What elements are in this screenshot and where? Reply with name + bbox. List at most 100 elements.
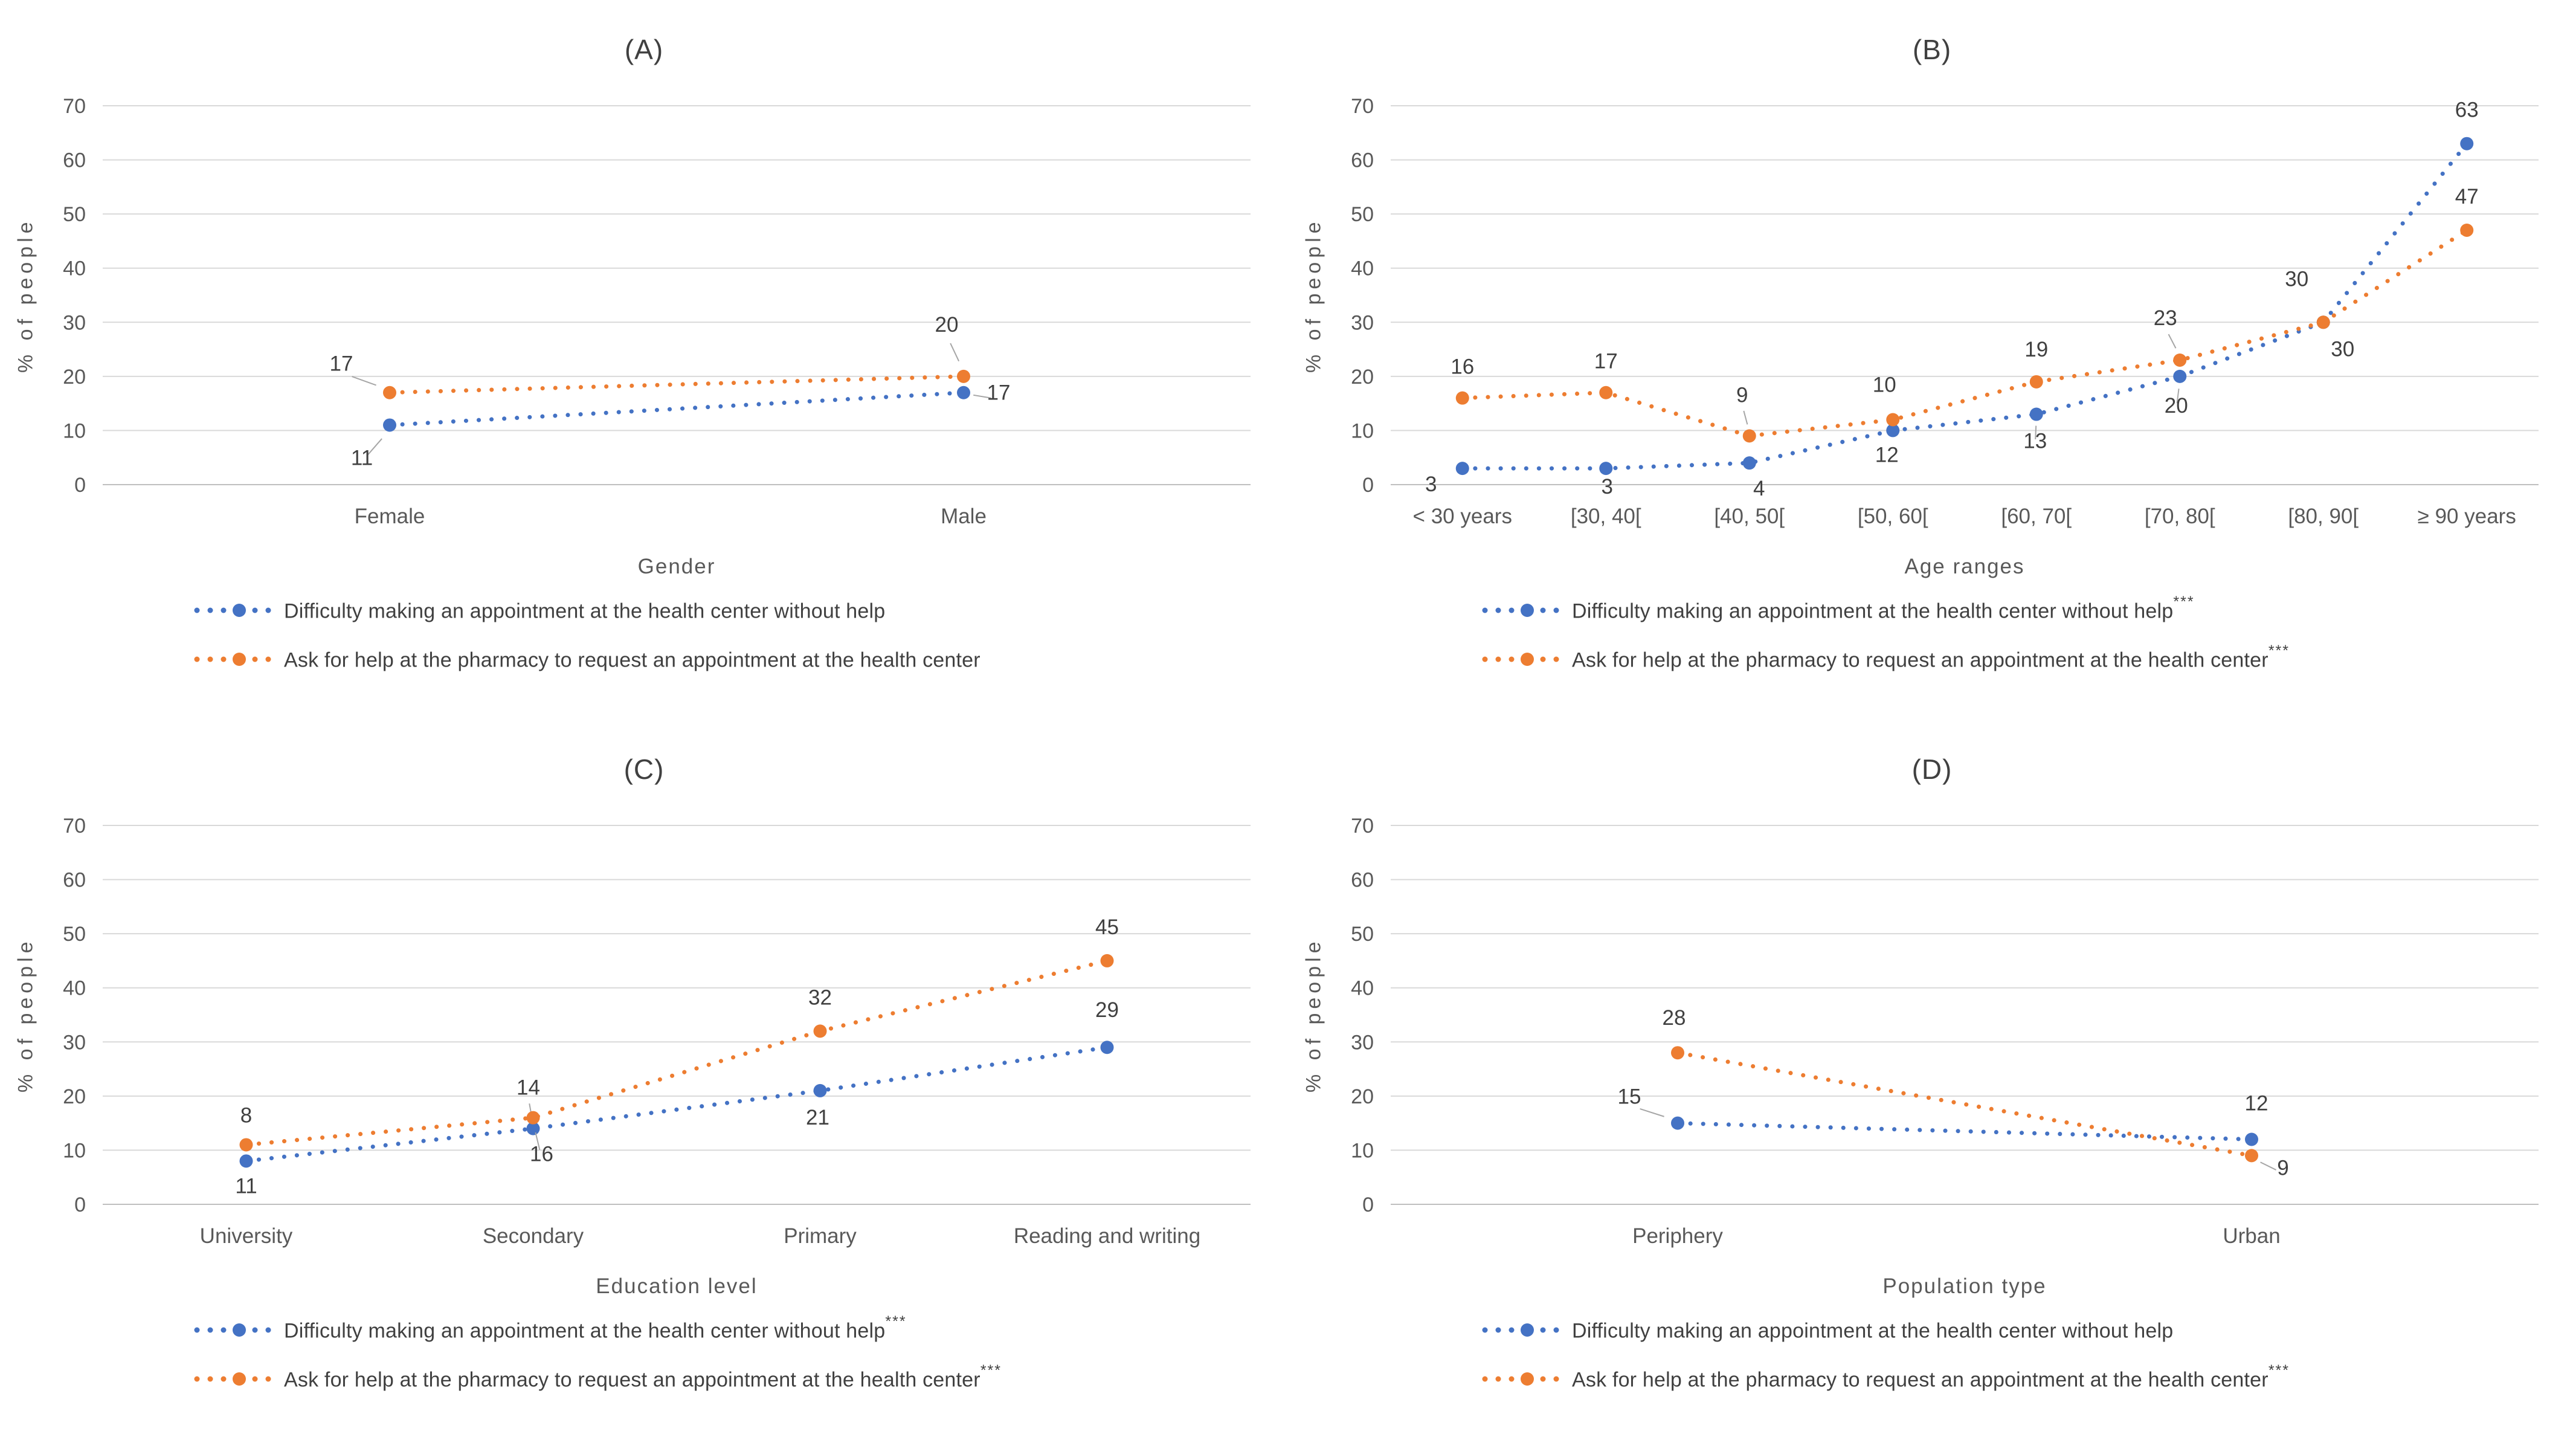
svg-text:30: 30 (2285, 267, 2308, 291)
legend-label-text: Ask for help at the pharmacy to request … (284, 1368, 980, 1392)
legend-label-text: Difficulty making an appointment at the … (1572, 599, 2174, 623)
svg-text:Urban: Urban (2223, 1224, 2280, 1248)
panel-d-title: (D) (1911, 754, 1953, 785)
svg-text:30: 30 (63, 1031, 86, 1054)
svg-text:[70, 80[: [70, 80[ (2145, 505, 2215, 528)
legend-label: Difficulty making an appointment at the … (284, 1313, 907, 1343)
svg-text:10: 10 (63, 1139, 86, 1162)
svg-text:Primary: Primary (784, 1224, 857, 1248)
svg-text:40: 40 (63, 257, 86, 280)
svg-text:70: 70 (1351, 95, 1374, 118)
panel-c-x-axis-title: Education level (596, 1274, 758, 1298)
legend-label-text: Difficulty making an appointment at the … (284, 1319, 886, 1343)
svg-text:0: 0 (1362, 1193, 1374, 1216)
svg-text:50: 50 (63, 923, 86, 946)
panel-c-legend: Difficulty making an appointment at the … (192, 1313, 1002, 1392)
svg-text:[60, 70[: [60, 70[ (2001, 505, 2072, 528)
svg-text:28: 28 (1663, 1006, 1686, 1030)
svg-text:0: 0 (74, 474, 86, 497)
svg-text:11: 11 (235, 1174, 257, 1198)
svg-text:20: 20 (1351, 1085, 1374, 1108)
dotted-line-marker-icon (194, 1372, 271, 1386)
panel-b-title: (B) (1912, 34, 1952, 65)
panel-d-y-axis-title: % of people (1302, 937, 1325, 1093)
panel-b: (B) 0 10 20 30 40 50 60 70 < 30 years [30, 40[[40… (1288, 0, 2576, 720)
panel-d: (D) 0 10 20 30 40 50 60 70 Periphery Urban 15 12 28 9… (1288, 720, 2576, 1440)
legend-entry-ask-help: Ask for help at the pharmacy to request … (1480, 1362, 2290, 1392)
svg-text:50: 50 (63, 203, 86, 226)
svg-text:Secondary: Secondary (483, 1224, 584, 1248)
svg-text:20: 20 (1351, 366, 1374, 389)
legend-label: Difficulty making an appointment at the … (1572, 593, 2195, 623)
svg-text:Reading and writing: Reading and writing (1014, 1224, 1200, 1248)
svg-text:13: 13 (2023, 430, 2047, 453)
svg-text:21: 21 (806, 1106, 829, 1129)
panel-b-legend: Difficulty making an appointment at the … (1480, 593, 2290, 673)
svg-text:30: 30 (1351, 311, 1374, 334)
svg-text:< 30 years: < 30 years (1413, 505, 1512, 528)
svg-text:16: 16 (530, 1143, 553, 1166)
panel-b-chart: 0 10 20 30 40 50 60 70 < 30 years [30, 40[[40, 50… (1351, 95, 2539, 528)
panel-b-x-axis-title: Age ranges (1904, 555, 2025, 578)
svg-text:30: 30 (63, 311, 86, 334)
svg-text:[30, 40[: [30, 40[ (1571, 505, 1641, 528)
svg-text:19: 19 (2024, 338, 2048, 361)
svg-text:70: 70 (63, 815, 86, 838)
significance-stars: *** (2268, 642, 2290, 660)
panel-c-title: (C) (623, 754, 665, 785)
legend-entry-difficulty: Difficulty making an appointment at the … (1480, 1317, 2290, 1343)
svg-text:Periphery: Periphery (1632, 1224, 1723, 1248)
svg-text:University: University (200, 1224, 293, 1248)
svg-text:30: 30 (2331, 337, 2354, 361)
svg-text:14: 14 (517, 1076, 540, 1100)
svg-text:11: 11 (351, 446, 373, 470)
svg-text:70: 70 (1351, 815, 1374, 838)
svg-text:10: 10 (1351, 1139, 1374, 1162)
svg-text:10: 10 (1873, 373, 1896, 396)
svg-text:[80, 90[: [80, 90[ (2288, 505, 2359, 528)
svg-text:60: 60 (1351, 869, 1374, 892)
svg-text:[50, 60[: [50, 60[ (1858, 505, 1928, 528)
svg-text:50: 50 (1351, 203, 1374, 226)
significance-stars: *** (980, 1362, 1002, 1380)
panel-d-x-axis-title: Population type (1882, 1274, 2047, 1298)
svg-text:45: 45 (1095, 915, 1119, 939)
svg-text:3: 3 (1602, 475, 1613, 499)
svg-text:47: 47 (2455, 185, 2479, 208)
legend-label: Difficulty making an appointment at the … (1572, 1317, 2173, 1343)
dotted-line-marker-icon (194, 603, 271, 617)
svg-text:40: 40 (1351, 977, 1374, 1000)
legend-label-text: Ask for help at the pharmacy to request … (284, 648, 980, 672)
panel-b-y-axis-title: % of people (1302, 218, 1325, 373)
svg-text:3: 3 (1425, 473, 1437, 496)
panel-a-legend: Difficulty making an appointment at the … (192, 597, 980, 673)
svg-text:4: 4 (1753, 477, 1765, 500)
svg-text:40: 40 (1351, 257, 1374, 280)
svg-text:17: 17 (330, 352, 353, 376)
svg-text:10: 10 (1351, 419, 1374, 442)
svg-text:10: 10 (63, 419, 86, 442)
svg-text:0: 0 (74, 1193, 86, 1216)
significance-stars: *** (2268, 1362, 2290, 1380)
legend-label-text: Ask for help at the pharmacy to request … (1572, 1368, 2268, 1392)
svg-text:60: 60 (63, 869, 86, 892)
svg-text:63: 63 (2455, 98, 2479, 122)
legend-label: Ask for help at the pharmacy to request … (1572, 1362, 2290, 1392)
svg-text:20: 20 (63, 1085, 86, 1108)
svg-text:15: 15 (1618, 1085, 1641, 1109)
svg-text:Male: Male (941, 505, 987, 528)
significance-stars: *** (885, 1313, 907, 1330)
panel-c-y-axis-title: % of people (14, 937, 37, 1093)
legend-entry-difficulty: Difficulty making an appointment at the … (1480, 593, 2290, 623)
legend-label: Difficulty making an appointment at the … (284, 597, 885, 623)
legend-label: Ask for help at the pharmacy to request … (284, 1362, 1002, 1392)
svg-text:60: 60 (63, 149, 86, 172)
legend-label-text: Ask for help at the pharmacy to request … (1572, 648, 2268, 672)
dotted-line-marker-icon (1482, 1372, 1559, 1386)
svg-text:9: 9 (2277, 1156, 2288, 1180)
svg-text:20: 20 (63, 366, 86, 389)
dotted-line-marker-icon (194, 652, 271, 666)
svg-text:29: 29 (1095, 998, 1119, 1022)
panel-a: (A) 0 10 20 30 40 50 60 70 Female Male 11 17 17 20 % … (0, 0, 1288, 720)
